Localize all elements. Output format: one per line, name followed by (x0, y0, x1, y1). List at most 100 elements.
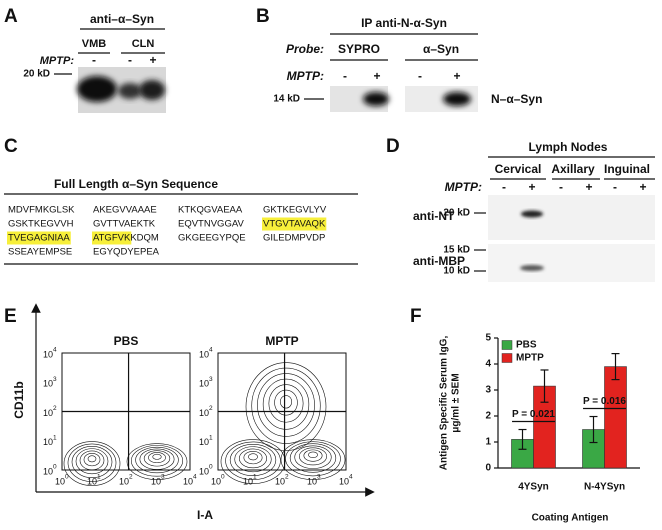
tick-base: 10 (199, 349, 209, 359)
contour (152, 453, 162, 460)
sequence-segment: EGYQDYEPEA (93, 247, 160, 258)
x-tick-label: N-4YSyn (584, 482, 625, 493)
contour (285, 441, 341, 477)
sequence-segment: MDVFMKGLSK (8, 205, 75, 216)
y-axis-label: μg/ml ± SEM (451, 373, 462, 432)
legend-label: MPTP (516, 353, 544, 364)
tick-exp: 3 (317, 474, 321, 481)
lymph-title: Lymph Nodes (529, 140, 608, 154)
antibody-label: anti–α–Syn (90, 12, 154, 26)
tick-base: 10 (243, 476, 253, 486)
mptp-sign: - (343, 69, 347, 83)
marker-label: 14 kD (273, 94, 300, 105)
mptp-sign: - (502, 180, 506, 194)
tick-exp: 3 (53, 376, 57, 383)
contour (262, 378, 310, 430)
contour (234, 446, 272, 473)
mptp-label: MPTP: (445, 180, 482, 194)
node-label: Inguinal (604, 162, 650, 176)
tick-base: 10 (43, 408, 53, 418)
contour (71, 445, 113, 479)
sequence-segment: SSEAYEMPSE (8, 247, 72, 258)
mptp-sign: - (92, 53, 96, 67)
tick-base: 10 (211, 476, 221, 486)
sequence-segment: AKEGVVAAAE (93, 205, 157, 216)
sequence-segment: EQVTNVGGAV (178, 219, 244, 230)
tick-exp: 1 (253, 474, 257, 481)
ip-label: IP anti-N-α-Syn (361, 16, 447, 30)
tick-base: 10 (151, 476, 161, 486)
sequence-segment: GKGEEGYPQE (178, 233, 246, 244)
contour (87, 455, 97, 463)
highlight (262, 217, 327, 231)
contour (79, 450, 105, 471)
y-tick-label: 2 (485, 411, 491, 422)
x-axis-label: Coating Antigen (532, 513, 609, 524)
tick-base: 10 (339, 476, 349, 486)
contour (280, 439, 346, 480)
contour (308, 451, 318, 458)
contour (268, 384, 304, 423)
tick-exp: 0 (209, 464, 213, 471)
sequence-title: Full Length α–Syn Sequence (54, 177, 218, 191)
tick-base: 10 (43, 437, 53, 447)
contour (67, 443, 117, 482)
p-value: P = 0.021 (512, 409, 555, 420)
mptp-sign: + (149, 53, 156, 67)
contour (251, 367, 321, 444)
tick-exp: 1 (97, 474, 101, 481)
mptp-sign: - (613, 180, 617, 194)
panel-label: E (4, 306, 17, 327)
bar (604, 366, 627, 469)
x-axis-label: I-A (197, 508, 213, 522)
sequence-segment: GILEDMPVDP (263, 233, 325, 244)
tick-exp: 3 (161, 474, 165, 481)
sequence-segment: GKTKEGVLYV (263, 205, 327, 216)
contour (245, 362, 327, 451)
tick-exp: 1 (53, 434, 57, 441)
mptp-sign: + (373, 69, 380, 83)
contour (130, 445, 184, 477)
tick-base: 10 (275, 476, 285, 486)
mptp-sign: + (585, 180, 592, 194)
tick-exp: 0 (53, 464, 57, 471)
tick-base: 10 (199, 437, 209, 447)
tick-base: 10 (307, 476, 317, 486)
sequence-segment: GVTTVAEKTK (93, 219, 156, 230)
facs-axes (31, 303, 375, 497)
blot-b (330, 86, 478, 112)
mptp-label: MPTP: (40, 55, 75, 67)
tick-base: 10 (199, 466, 209, 476)
contour (148, 452, 166, 464)
legend-swatch (501, 353, 513, 363)
tick-exp: 0 (221, 474, 225, 481)
contour (279, 395, 293, 409)
plot-title: MPTP (265, 334, 298, 348)
marker-label: 15 kD (443, 245, 470, 256)
mptp-sign: + (453, 69, 460, 83)
plot-title: PBS (114, 334, 139, 348)
tick-exp: 4 (193, 474, 197, 481)
contour (274, 389, 298, 416)
antibody-label: anti-NT (413, 209, 455, 223)
tick-base: 10 (43, 466, 53, 476)
y-axis-label: Antigen Specific Serum IgG, (439, 336, 450, 471)
contour (143, 450, 171, 467)
tick-exp: 4 (209, 347, 213, 354)
node-label: Axillary (551, 162, 595, 176)
mptp-sign: - (128, 53, 132, 67)
y-tick-label: 3 (485, 385, 491, 396)
tick-base: 10 (55, 476, 65, 486)
tick-exp: 2 (209, 405, 213, 412)
tick-base: 10 (43, 379, 53, 389)
contour (139, 448, 175, 470)
tick-base: 10 (183, 476, 193, 486)
probe-name: SYPRO (338, 42, 380, 56)
y-tick-label: 0 (485, 463, 491, 474)
panel-label: D (386, 136, 400, 157)
tick-base: 10 (87, 476, 97, 486)
legend-label: PBS (516, 340, 537, 351)
panel-label: F (410, 306, 422, 327)
contour (289, 443, 337, 473)
